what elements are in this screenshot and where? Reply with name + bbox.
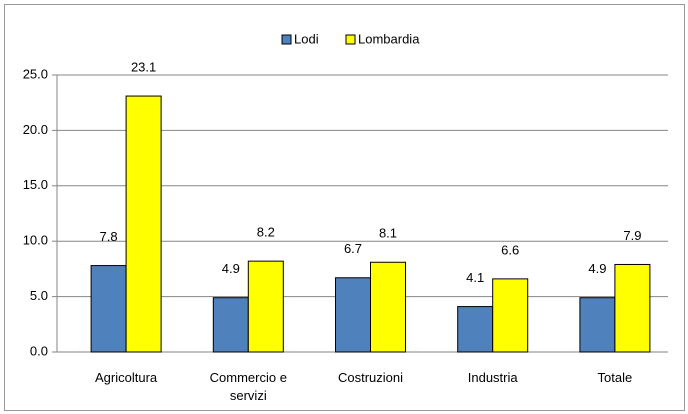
bar <box>335 277 371 353</box>
data-label: 8.1 <box>379 226 397 241</box>
y-tick-label: 10.0 <box>23 233 48 248</box>
data-label: 23.1 <box>131 59 156 74</box>
data-label: 4.1 <box>466 270 484 285</box>
x-tick-label: Totale <box>597 370 633 385</box>
x-tick-label: Costruzioni <box>337 370 404 385</box>
bar <box>492 278 529 353</box>
y-tick-label: 5.0 <box>30 288 48 303</box>
x-tick-label: Agricoltura <box>95 370 158 385</box>
bar <box>247 260 284 353</box>
bar <box>370 261 406 353</box>
bar <box>90 265 127 353</box>
bar <box>125 95 162 353</box>
bar <box>579 297 616 353</box>
bar <box>614 263 651 353</box>
data-label: 4.9 <box>588 261 606 276</box>
y-tick-label: 25.0 <box>23 66 48 81</box>
x-tick-label: Industria <box>467 370 518 385</box>
data-label: 7.9 <box>623 228 641 243</box>
data-label: 8.2 <box>257 225 275 240</box>
data-label: 6.6 <box>501 242 519 257</box>
bar <box>457 306 494 353</box>
x-tick-label: Commercio e servizi <box>209 370 287 403</box>
data-label: 7.8 <box>100 229 118 244</box>
data-label: 6.7 <box>344 241 362 256</box>
y-tick-label: 15.0 <box>23 177 48 192</box>
legend-label: Lodi <box>294 31 319 46</box>
legend-swatch <box>345 34 356 45</box>
legend-label: Lombardia <box>358 31 420 46</box>
y-tick-label: 0.0 <box>30 343 48 358</box>
bar <box>212 297 249 353</box>
legend-swatch <box>281 34 292 45</box>
data-label: 4.9 <box>222 261 240 276</box>
y-tick-label: 20.0 <box>23 122 48 137</box>
